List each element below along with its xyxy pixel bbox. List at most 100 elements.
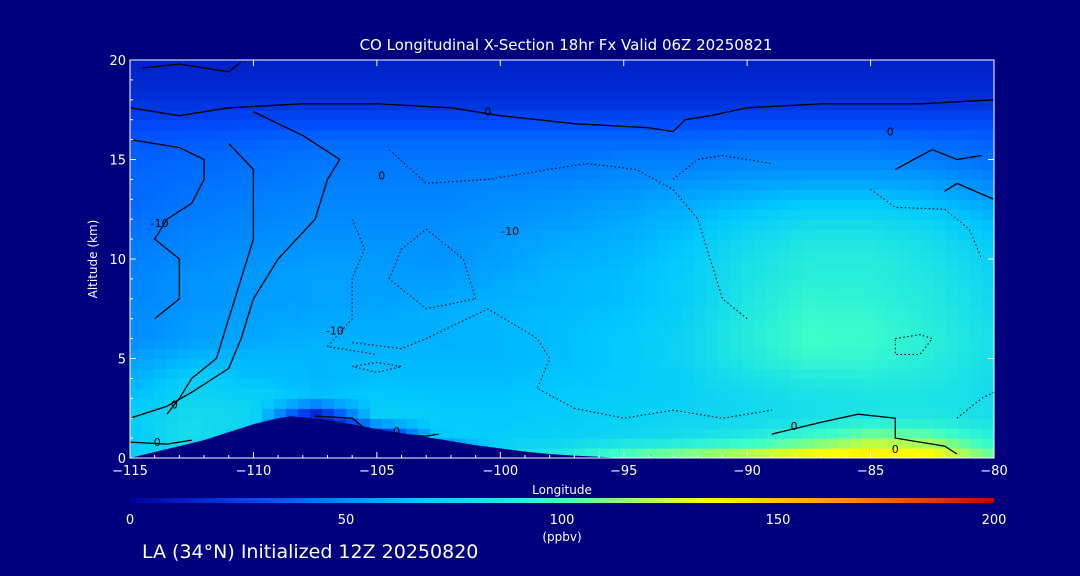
heatmap-cell (934, 348, 947, 360)
heatmap-cell (622, 378, 635, 389)
heatmap-cell (394, 288, 407, 300)
heatmap-cell (334, 199, 347, 210)
heatmap-cell (574, 139, 587, 151)
heatmap-cell (610, 438, 623, 449)
heatmap-cell (394, 318, 407, 330)
heatmap-cell (826, 338, 839, 350)
heatmap-cell (730, 119, 743, 131)
heatmap-cell (838, 179, 851, 190)
heatmap-cell (190, 428, 203, 439)
colorbar-label: (ppbv) (542, 530, 581, 544)
heatmap-cell (706, 119, 719, 131)
heatmap-cell (514, 189, 527, 200)
contour-line (672, 154, 772, 180)
heatmap-cell (214, 428, 227, 439)
heatmap-cell (310, 388, 323, 399)
heatmap-cell (178, 139, 191, 151)
heatmap-cell (814, 199, 827, 210)
heatmap-cell (238, 418, 251, 429)
heatmap-cell (514, 69, 527, 81)
heatmap-cell (910, 298, 923, 310)
heatmap-cell (454, 298, 467, 310)
heatmap-cell (826, 278, 839, 290)
heatmap-cell (670, 318, 683, 330)
heatmap-cell (286, 60, 299, 71)
heatmap-cell (514, 249, 527, 260)
heatmap-cell (202, 308, 215, 320)
heatmap-cell (778, 428, 791, 439)
heatmap-cell (430, 418, 443, 429)
heatmap-cell (910, 139, 923, 151)
heatmap-cell (550, 60, 563, 71)
heatmap-cell (358, 219, 371, 230)
heatmap-cell (346, 69, 359, 81)
heatmap-cell (898, 418, 911, 429)
heatmap-cell (874, 159, 887, 171)
heatmap-cell (826, 229, 839, 240)
heatmap-cell (910, 249, 923, 260)
heatmap-cell (766, 398, 779, 409)
heatmap-cell (250, 378, 263, 389)
heatmap-cell (790, 129, 803, 141)
heatmap-cell (154, 348, 167, 360)
heatmap-cell (694, 308, 707, 320)
heatmap-cell (394, 60, 407, 71)
heatmap-cell (766, 149, 779, 161)
heatmap-cell (286, 199, 299, 210)
contour-line (894, 148, 982, 170)
heatmap-cell (730, 288, 743, 300)
heatmap-cell (562, 239, 575, 250)
heatmap-cell (790, 239, 803, 250)
heatmap-cell (838, 209, 851, 220)
heatmap-cell (394, 69, 407, 81)
heatmap-cell (490, 388, 503, 399)
heatmap-cell (718, 288, 731, 300)
heatmap-cell (934, 99, 947, 111)
heatmap-cell (538, 448, 551, 458)
heatmap-cell (250, 318, 263, 330)
heatmap-cell (574, 69, 587, 81)
heatmap-cell (778, 129, 791, 141)
footer-text: LA (34°N) Initialized 12Z 20250820 (142, 541, 479, 563)
heatmap-cell (238, 109, 251, 121)
heatmap-cell (346, 259, 359, 270)
heatmap-cell (886, 398, 899, 409)
heatmap-cell (910, 268, 923, 280)
heatmap-cell (454, 149, 467, 161)
heatmap-cell (754, 448, 767, 458)
heatmap-cell (130, 169, 143, 180)
heatmap-cell (778, 99, 791, 111)
heatmap-cell (850, 99, 863, 111)
heatmap-cell (886, 219, 899, 230)
heatmap-cell (682, 199, 695, 210)
heatmap-cell (298, 239, 311, 250)
heatmap-cell (826, 169, 839, 180)
heatmap-cell (958, 79, 971, 91)
heatmap-cell (142, 288, 155, 300)
heatmap-cell (310, 199, 323, 210)
heatmap-cell (442, 428, 455, 439)
heatmap-cell (550, 378, 563, 389)
heatmap-cell (598, 448, 611, 458)
heatmap-cell (526, 348, 539, 360)
heatmap-cell (274, 398, 287, 409)
heatmap-cell (478, 278, 491, 290)
heatmap-cell (226, 278, 239, 290)
heatmap-cell (502, 368, 515, 379)
heatmap-cell (442, 358, 455, 370)
heatmap-cell (802, 169, 815, 180)
heatmap-cell (754, 398, 767, 409)
heatmap-cell (694, 388, 707, 399)
heatmap-cell (706, 388, 719, 399)
heatmap-cell (574, 109, 587, 121)
heatmap-cell (406, 358, 419, 370)
heatmap-cell (802, 298, 815, 310)
heatmap-cell (574, 249, 587, 260)
heatmap-cell (742, 378, 755, 389)
heatmap-cell (226, 129, 239, 141)
heatmap-cell (778, 259, 791, 270)
heatmap-cell (346, 418, 359, 429)
heatmap-cell (250, 239, 263, 250)
heatmap-cell (646, 378, 659, 389)
heatmap-cell (310, 60, 323, 71)
